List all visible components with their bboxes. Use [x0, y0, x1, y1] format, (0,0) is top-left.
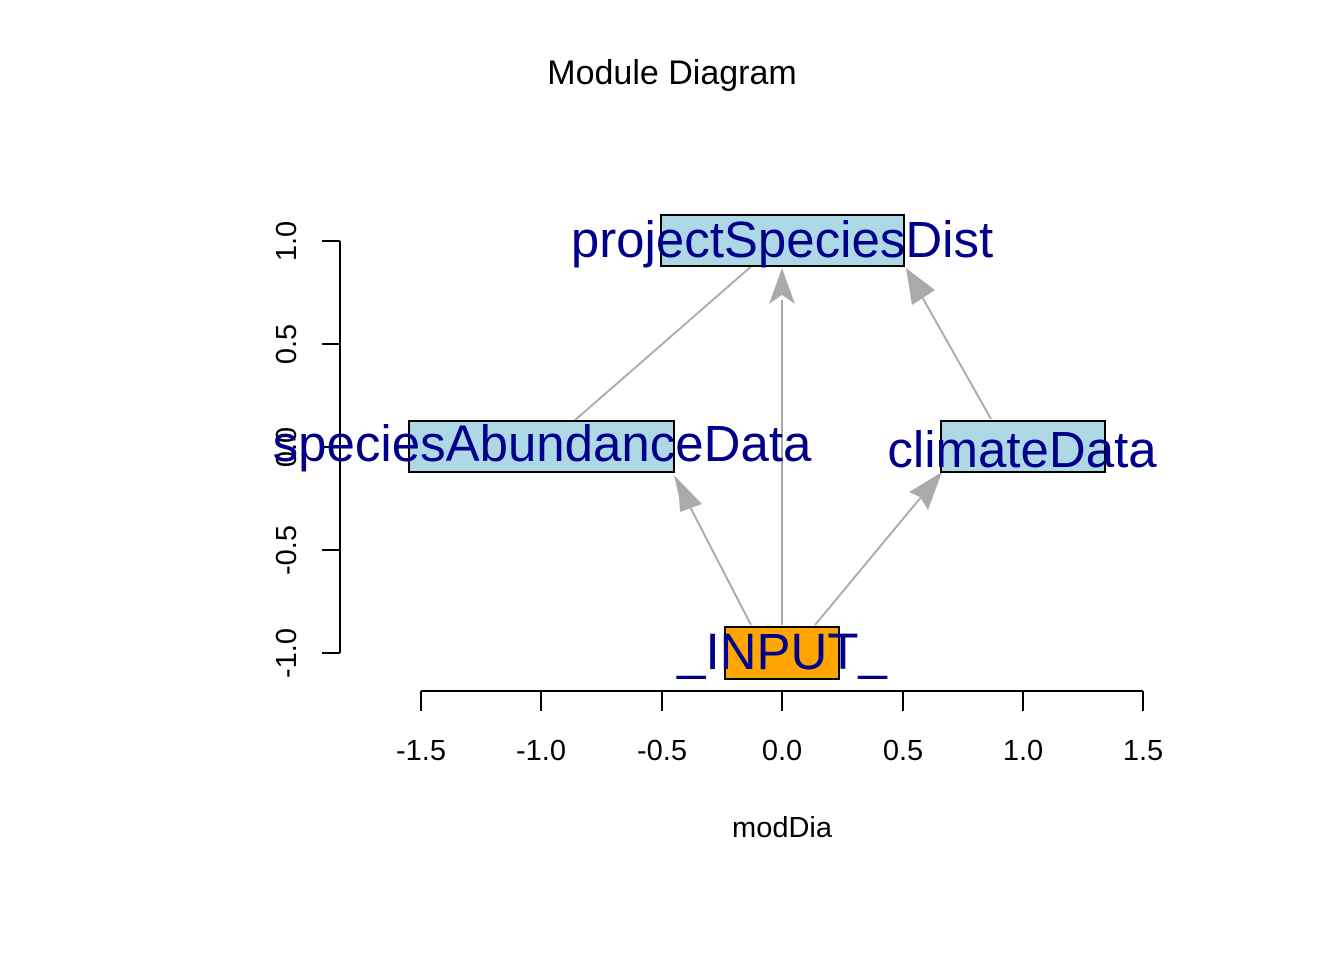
x-tick-label: -1.0	[516, 735, 566, 767]
edge-speciesAbundanceData-to-projectSpeciesDist	[573, 263, 755, 422]
y-tick-label: -1.0	[271, 628, 303, 678]
x-tick-label: 1.5	[1123, 735, 1163, 767]
node-box[interactable]	[724, 626, 840, 680]
nodes: projectSpeciesDist speciesAbundanceData …	[273, 211, 1157, 680]
edge-input-to-projectSpeciesDist	[769, 268, 795, 625]
edge-line	[814, 495, 923, 626]
arrowhead-icon	[906, 268, 935, 305]
node-speciesAbundanceData[interactable]: speciesAbundanceData	[273, 415, 812, 473]
node-box[interactable]	[408, 420, 675, 473]
node-label: climateData	[887, 421, 1157, 478]
node-label: projectSpeciesDist	[571, 211, 993, 268]
node-projectSpeciesDist[interactable]: projectSpeciesDist	[571, 211, 993, 268]
node-label: speciesAbundanceData	[273, 415, 812, 472]
x-tick-label: 1.0	[1003, 735, 1043, 767]
y-axis: -1.0 -0.5 0.0 0.5 1.0	[271, 221, 341, 678]
node-box[interactable]	[660, 214, 905, 267]
edge-input-to-speciesAbundanceData	[674, 475, 752, 626]
edge-climateData-to-projectSpeciesDist	[906, 268, 992, 420]
x-tick-label: -0.5	[637, 735, 687, 767]
node-box[interactable]	[940, 420, 1106, 473]
node-input[interactable]: _INPUT_	[676, 623, 887, 680]
x-tick-label: 0.5	[883, 735, 923, 767]
edges	[573, 263, 992, 626]
y-tick-label: 1.0	[271, 221, 303, 261]
node-climateData[interactable]: climateData	[887, 420, 1157, 478]
x-axis: -1.5 -1.0 -0.5 0.0 0.5 1.0 1.5 modDia	[396, 690, 1163, 844]
node-label: _INPUT_	[676, 623, 887, 680]
edge-line	[920, 294, 992, 420]
x-tick-label: -1.5	[396, 735, 446, 767]
y-tick-label: 0.5	[271, 324, 303, 364]
arrowhead-icon	[909, 472, 942, 510]
edge-input-to-climateData	[814, 472, 942, 626]
x-tick-label: 0.0	[762, 735, 802, 767]
edge-line	[573, 263, 755, 422]
arrowhead-icon	[674, 475, 702, 512]
y-tick-label: -0.5	[271, 525, 303, 575]
edge-line	[685, 498, 752, 626]
x-axis-label: modDia	[732, 812, 833, 844]
arrowhead-icon	[769, 268, 795, 304]
y-tick-label: 0.0	[271, 427, 303, 467]
plot-title: Module Diagram	[547, 54, 796, 92]
